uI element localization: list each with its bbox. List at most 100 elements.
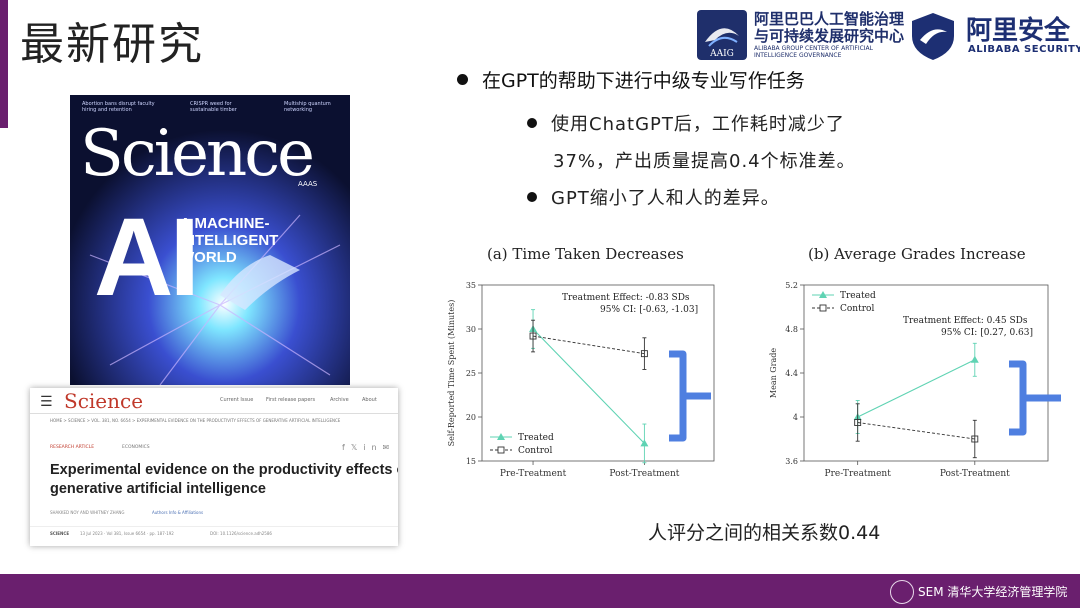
share-icons[interactable]: f𝕏in✉ xyxy=(342,443,396,452)
y-tick-label: 25 xyxy=(466,369,476,378)
science-cover-image: Abortion bans disrupt faculty hiring and… xyxy=(70,95,350,385)
article-divider xyxy=(30,413,398,414)
y-tick-label: 5.2 xyxy=(785,281,798,290)
article-tag: RESEARCH ARTICLE xyxy=(50,445,95,450)
legend-marker-treated xyxy=(497,433,505,440)
annotation-ci: 95% CI: [0.27, 0.63] xyxy=(941,328,1033,338)
legend-marker-control xyxy=(819,304,827,312)
alibaba-security-shield-icon xyxy=(907,10,959,62)
x-tick-label: Pre-Treatment xyxy=(500,469,567,479)
x-tick-label: Pre-Treatment xyxy=(825,469,892,479)
sub-bullet-1-line1: 使用ChatGPT后，工作耗时减少了 xyxy=(551,114,845,135)
article-screenshot: ☰ Science Current Issue First release pa… xyxy=(30,388,398,546)
nav-archive[interactable]: Archive xyxy=(330,397,349,403)
legend-label-control: Control xyxy=(518,446,552,456)
aaig-name-en-1: ALIBABA GROUP CENTER OF ARTIFICIAL xyxy=(754,45,874,52)
data-point-treated xyxy=(640,439,649,447)
y-tick-label: 20 xyxy=(466,413,476,422)
data-point-control xyxy=(854,419,862,426)
y-tick-label: 15 xyxy=(466,457,476,466)
plot-frame xyxy=(803,284,1049,462)
y-tick-label: 30 xyxy=(466,325,476,334)
y-axis-label: Self-Reported Time Spent (Minutes) xyxy=(447,300,456,447)
cover-big-ai: AI xyxy=(94,196,200,319)
bullet-dot-icon xyxy=(527,192,537,202)
article-authors[interactable]: SHAKKED NOY AND WHITNEY ZHANG xyxy=(50,510,125,515)
chart-a-title: (a) Time Taken Decreases xyxy=(487,245,684,263)
chart-time-taken: 15 20 25 30 35 Pre-Treatment Post-Treatment Sel… xyxy=(447,281,715,479)
article-citation: 13 Jul 2023 · Vol 381, Issue 6654 · pp. … xyxy=(80,531,174,536)
sub-bullet-1: 使用ChatGPT后，工作耗时减少了 xyxy=(527,110,845,136)
brace-time-icon xyxy=(669,350,711,442)
y-tick-label: 35 xyxy=(466,281,476,290)
sub-bullet-2: GPT缩小了人和人的差异。 xyxy=(527,184,780,210)
chart-average-grades: 3.6 4 4.4 4.8 5.2 Pre-Treatment Post-Treatment… xyxy=(769,281,1049,479)
chart-b-title: (b) Average Grades Increase xyxy=(808,245,1026,263)
legend-marker-treated xyxy=(819,291,827,298)
legend-label-control: Control xyxy=(840,304,874,314)
article-title-line1: Experimental evidence on the productivit… xyxy=(50,462,398,478)
cover-masthead: Science xyxy=(80,117,315,191)
annotation-effect: Treatment Effect: -0.83 SDs xyxy=(562,293,690,303)
x-tick-label: Post-Treatment xyxy=(940,469,1010,479)
aaig-name-cn-1: 阿里巴巴人工智能治理 xyxy=(754,10,905,28)
nav-current-issue[interactable]: Current Issue xyxy=(220,397,254,403)
y-tick-label: 4.4 xyxy=(785,369,798,378)
y-tick-label: 4.8 xyxy=(785,325,798,334)
article-doi[interactable]: DOI: 10.1126/science.adh2586 xyxy=(210,531,272,536)
legend-label-treated: Treated xyxy=(840,291,876,301)
bullet-dot-icon xyxy=(527,118,537,128)
main-bullet: 在GPT的帮助下进行中级专业写作任务 xyxy=(457,66,805,93)
x-tick-label: Post-Treatment xyxy=(609,469,679,479)
cover-subtitle-2: INTELLIGENT xyxy=(180,232,279,249)
nav-about[interactable]: About xyxy=(362,397,377,403)
series-line-treated xyxy=(857,359,976,418)
plot-frame xyxy=(481,284,715,462)
sub-bullet-1-line2: 37%，产出质量提高0.4个标准差。 xyxy=(553,151,856,172)
main-bullet-text: 在GPT的帮助下进行中级专业写作任务 xyxy=(482,70,805,92)
nav-first-release[interactable]: First release papers xyxy=(266,397,316,403)
article-site-name[interactable]: Science xyxy=(64,389,144,413)
correlation-note: 人评分之间的相关系数0.44 xyxy=(648,522,881,544)
aaig-name-cn-2: 与可持续发展研究中心 xyxy=(754,27,905,45)
y-axis-label: Mean Grade xyxy=(769,348,778,398)
y-tick-label: 4 xyxy=(793,413,798,422)
article-access: ECONOMICS xyxy=(122,445,150,450)
cover-headline-2: CRISPR weed for sustainable timber xyxy=(190,101,237,113)
footer-bar: SEM 清华大学经济管理学院 xyxy=(0,574,1080,608)
aaig-badge-text: AAIG xyxy=(709,49,734,59)
data-point-control xyxy=(640,350,648,358)
slide-title: 最新研究 xyxy=(20,19,204,70)
alibaba-security-en: ALIBABA SECURITY xyxy=(968,44,1080,55)
annotation-ci: 95% CI: [-0.63, -1.03] xyxy=(600,305,698,315)
y-tick-label: 3.6 xyxy=(785,457,798,466)
cover-subtitle-3: WORLD xyxy=(180,249,237,266)
sem-seal-icon xyxy=(890,580,914,604)
article-breadcrumb[interactable]: HOME > SCIENCE > VOL. 381, NO. 6654 > EX… xyxy=(50,418,341,423)
bullet-dot-icon xyxy=(457,74,468,85)
article-authors-info[interactable]: Authors Info & Affiliations xyxy=(152,510,204,515)
article-divider-2 xyxy=(30,526,398,527)
series-line-control xyxy=(532,335,645,355)
cover-headline-3: Multiship quantum networking xyxy=(284,101,331,113)
aaig-logo-icon: AAIG xyxy=(697,10,747,60)
title-accent-bar xyxy=(0,0,8,128)
data-point-treated xyxy=(970,355,979,363)
annotation-effect: Treatment Effect: 0.45 SDs xyxy=(903,316,1028,326)
alibaba-security-cn: 阿里安全 xyxy=(966,16,1071,46)
data-point-control xyxy=(971,435,979,443)
sub-bullet-2-text: GPT缩小了人和人的差异。 xyxy=(551,188,780,209)
footer-logo-text: SEM 清华大学经济管理学院 xyxy=(918,585,1068,599)
series-line-treated xyxy=(532,328,645,444)
cover-publisher: AAAS xyxy=(298,180,318,188)
legend-label-treated: Treated xyxy=(518,433,554,443)
aaig-name-en-2: INTELLIGENCE GOVERNANCE xyxy=(754,52,842,59)
brace-grades-icon xyxy=(1009,360,1061,436)
data-point-control xyxy=(529,332,537,340)
article-title-line2: generative artificial intelligence xyxy=(50,481,266,497)
cover-subtitle-1: A MACHINE- xyxy=(180,215,270,232)
menu-icon[interactable]: ☰ xyxy=(40,394,53,410)
cover-headline-1: Abortion bans disrupt faculty hiring and… xyxy=(82,101,155,113)
legend-marker-control xyxy=(497,446,505,454)
article-journal: SCIENCE xyxy=(50,531,70,536)
